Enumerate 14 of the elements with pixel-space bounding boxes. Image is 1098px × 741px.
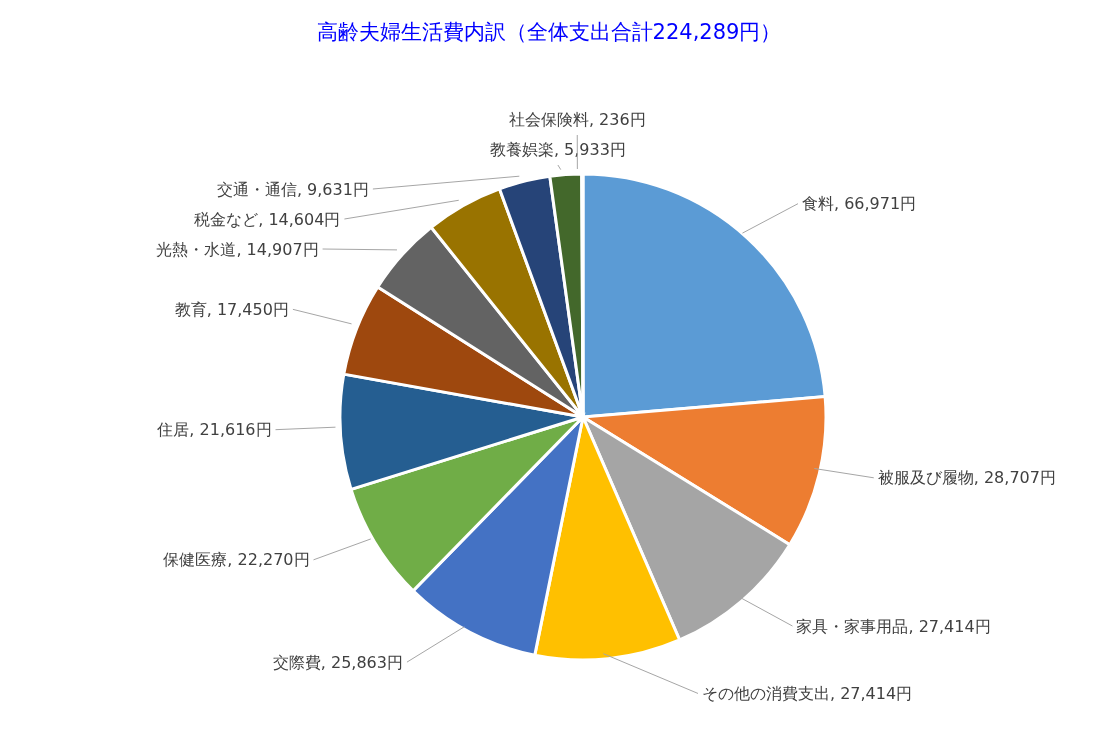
slice-label: 教養娯楽, 5,933円 [489,140,626,159]
slice-label: 食料, 66,971円 [802,194,917,214]
slice-label: 家具・家事用品, 27,414円 [796,616,991,636]
chart-title: 高齢夫婦生活費内訳（全体支出合計224,289円） [315,19,783,46]
slice-label: 住居, 21,616円 [156,420,272,440]
slice-label: 交通・通信, 9,631円 [216,179,369,199]
slice-label: 交際費, 25,863円 [272,652,403,672]
slice-label: 教育, 17,450円 [174,299,289,319]
slice-label: 被服及び履物, 28,707円 [877,468,1056,488]
slice-label: 保健医療, 22,270円 [163,550,310,570]
slice-label: 光熱・水道, 14,907円 [156,239,319,259]
slice-label: 税金など, 14,604円 [194,209,341,229]
slice-label: その他の消費支出, 27,414円 [702,683,913,703]
slice-label: 社会保険料, 236円 [508,110,646,129]
